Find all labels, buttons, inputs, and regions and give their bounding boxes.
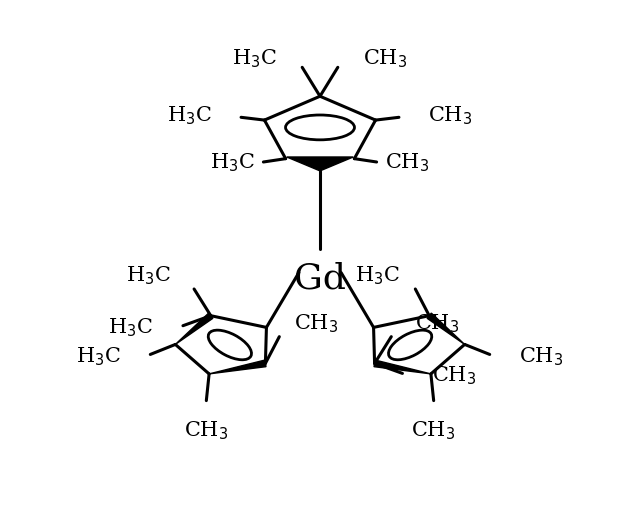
Polygon shape: [209, 360, 266, 374]
Text: H$_3$C: H$_3$C: [232, 47, 276, 70]
Polygon shape: [175, 313, 213, 345]
Text: CH$_3$: CH$_3$: [415, 312, 459, 335]
Polygon shape: [287, 157, 353, 171]
Text: Gd: Gd: [294, 261, 346, 295]
Text: CH$_3$: CH$_3$: [519, 345, 564, 368]
Text: CH$_3$: CH$_3$: [294, 312, 339, 335]
Text: H$_3$C: H$_3$C: [355, 264, 400, 287]
Text: CH$_3$: CH$_3$: [428, 105, 473, 128]
Text: CH$_3$: CH$_3$: [364, 47, 408, 70]
Text: CH$_3$: CH$_3$: [432, 365, 476, 387]
Text: H$_3$C: H$_3$C: [109, 316, 154, 339]
Text: CH$_3$: CH$_3$: [184, 419, 228, 442]
Text: CH$_3$: CH$_3$: [385, 152, 429, 174]
Text: H$_3$C: H$_3$C: [125, 264, 171, 287]
Polygon shape: [374, 360, 431, 374]
Polygon shape: [427, 313, 465, 345]
Text: H$_3$C: H$_3$C: [166, 105, 212, 128]
Text: H$_3$C: H$_3$C: [210, 152, 255, 174]
Text: CH$_3$: CH$_3$: [412, 419, 456, 442]
Text: H$_3$C: H$_3$C: [76, 345, 121, 368]
